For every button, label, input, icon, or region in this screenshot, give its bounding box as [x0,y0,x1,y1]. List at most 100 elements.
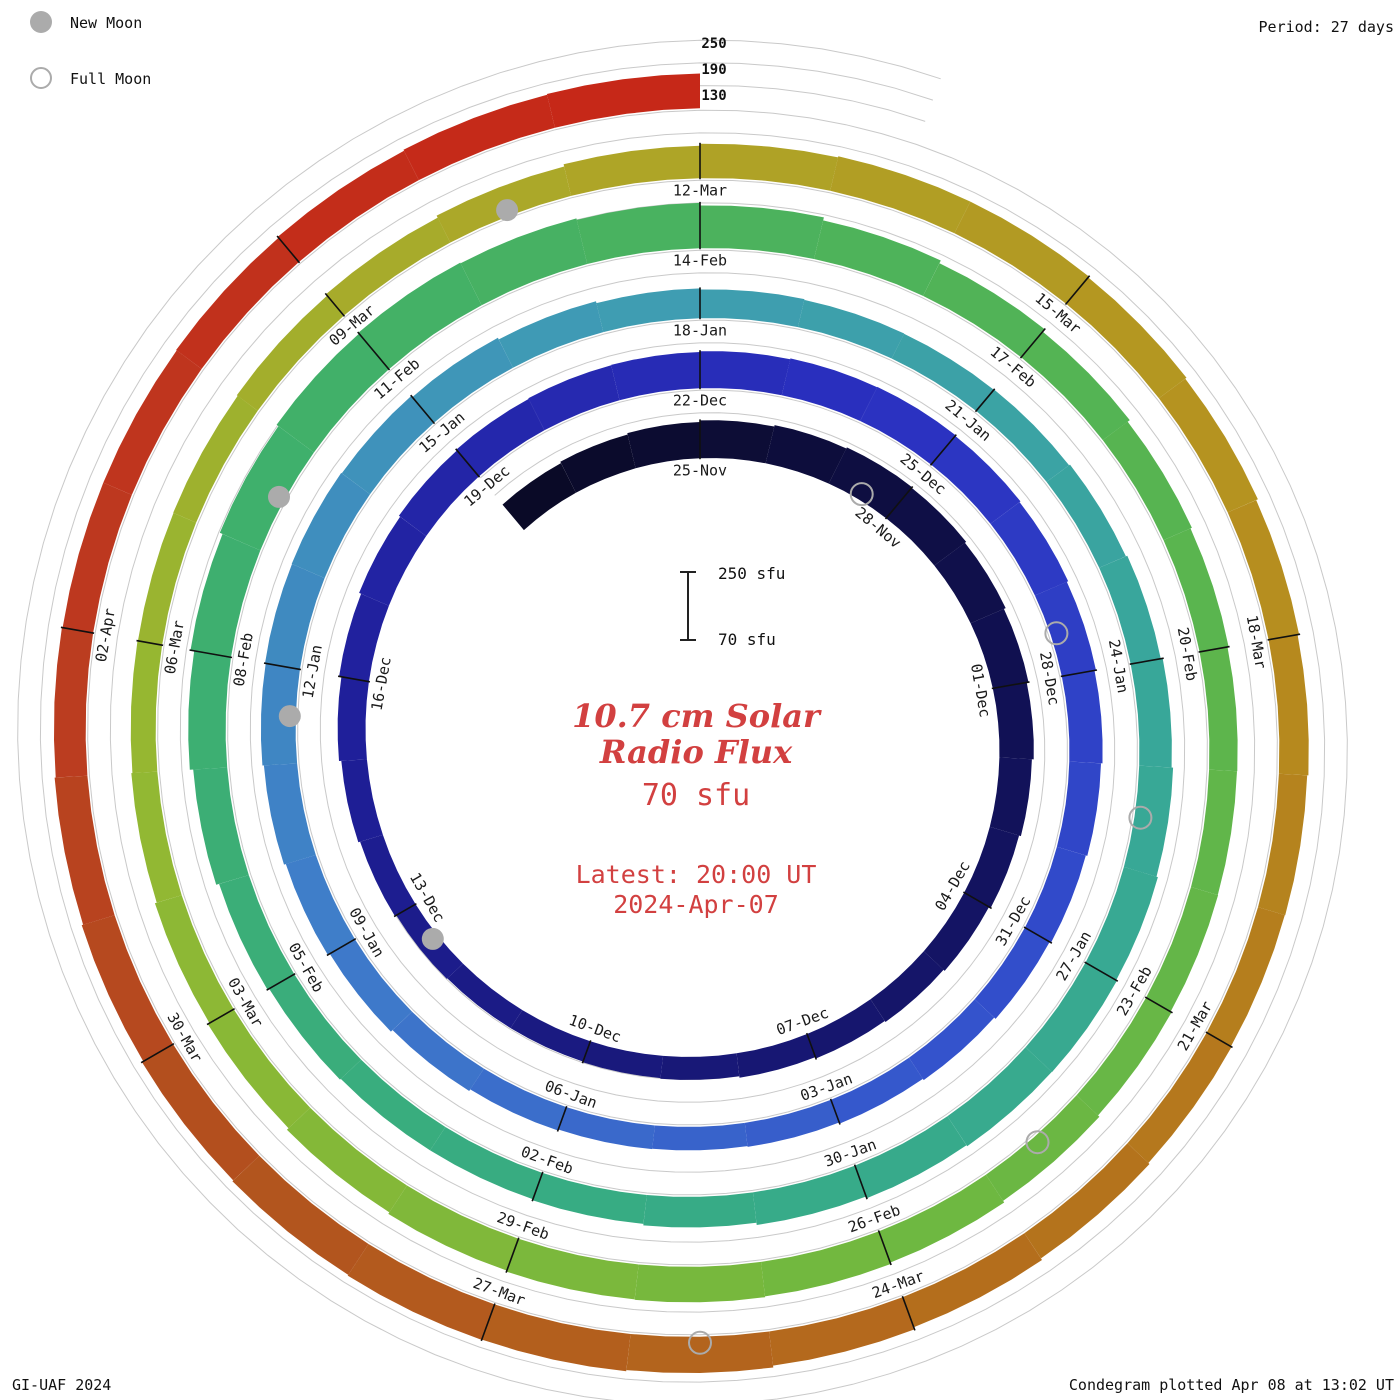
date-tick [1205,1031,1233,1049]
flux-bar-segment [700,205,824,259]
date-tick [455,448,481,478]
scale-bar-bottom-label: 70 sfu [718,630,776,649]
flux-bar-segment [947,1047,1052,1147]
flux-bar-segment [923,263,1045,358]
flux-bar-segment [582,1041,664,1079]
flux-bar-segment [1076,997,1172,1116]
date-tick [581,1040,592,1064]
date-tick [505,1237,520,1273]
flux-bar-segment [236,295,344,411]
date-tick [853,1164,868,1200]
flux-bar-segment [412,337,513,423]
date-tick [263,662,302,671]
full-moon-icon [30,67,52,89]
flux-bar-segment [814,220,941,296]
date-tick [1129,657,1164,665]
flux-bar-segment [81,915,174,1062]
flux-bar-segment [891,333,994,411]
flux-gridline-190 [39,62,1326,1383]
flux-bar-segment [902,1233,1042,1328]
date-tick [884,485,914,520]
date-tick [357,331,391,371]
full-moon-marker [849,482,874,507]
flux-bar-segment [1024,846,1086,943]
flux-bar-segment [761,1231,891,1297]
new-moon-legend-label: New Moon [70,14,143,32]
date-label: 25-Nov [673,462,727,480]
date-tick [480,1303,496,1342]
date-tick [1198,645,1230,653]
flux-bar-segment [878,1174,1005,1263]
flux-bar-segment [430,1127,543,1200]
flux-bar-segment [964,826,1020,908]
flux-bar-segment [207,1009,311,1129]
flux-bar-segment [62,482,132,633]
latest-date-line: 2024-Apr-07 [613,890,779,919]
flux-bar-segment [219,875,295,990]
full-moon-marker [688,1330,712,1355]
flux-bar-segment [563,145,700,196]
flux-bar-segment [1046,464,1126,568]
flux-bar-segment [1130,658,1172,768]
new-moon-marker [268,485,290,508]
flux-bar-segment [1227,500,1300,640]
flux-bar-segment [481,1304,631,1372]
flux-bar-segment [765,425,847,484]
flux-bar-segment [403,94,555,181]
flux-bar-segment [1102,421,1192,541]
flux-bar-segment [193,767,249,885]
flux-bar-segment [830,156,971,234]
flux-bar-segment [358,262,482,370]
flux-bar-segment [611,352,700,401]
flux-bar-segment [1158,378,1258,513]
flux-bar-segment [388,1185,519,1271]
flux-bar-segment [285,855,355,955]
flux-bar-segment [831,1057,923,1124]
date-tick [410,394,436,425]
date-label: 22-Dec [673,392,727,410]
date-tick [324,292,346,317]
flux-bar-segment [736,1034,816,1078]
date-tick [805,1032,818,1060]
full-moon-marker [1128,805,1153,830]
flux-bar-segment [934,542,1006,624]
flux-bar-segment [54,627,94,778]
flux-bar-segment [990,502,1069,596]
flux-bar-segment [1024,1143,1150,1259]
flux-bar-segment [985,1095,1100,1201]
date-tick [829,1098,841,1125]
date-tick [136,639,164,647]
flux-bar-segment [1163,528,1229,652]
flux-bar-segment [360,834,416,917]
date-tick [556,1105,568,1132]
flux-bar-segment [173,395,258,523]
chart-title-line2: Radio Flux [599,733,793,771]
flux-bar-segment [460,218,588,306]
flux-bar-segment [154,895,234,1024]
flux-bar-segment [700,143,839,191]
flux-bar-segment [643,1192,757,1228]
baseline-flux-value: 70 sfu [641,778,751,813]
date-tick [1019,327,1046,359]
date-label: 14-Feb [673,252,727,270]
flux-bar-segment [1099,555,1161,665]
flux-bar-segment [596,288,700,333]
flux-bar-segment [188,650,231,770]
flux-bar-segment [398,450,479,537]
flux-bar-segment [627,422,700,469]
flux-bar-segment [634,1261,766,1303]
date-label: 12-Mar [673,182,727,200]
flux-bar-segment [860,386,956,465]
flux-bar-segment [456,398,545,477]
radial-scale-130: 130 [701,88,727,104]
flux-bar-segment [528,365,620,431]
flux-bar-segment [1127,1032,1232,1163]
date-tick [60,626,95,634]
flux-bar-segment [700,289,805,328]
flux-bar-segment [498,301,604,368]
flux-bar-segment [347,1244,495,1340]
flux-bar-segment [700,351,791,396]
flux-bar-segment [576,202,700,264]
flux-bar-segment [286,1107,407,1213]
